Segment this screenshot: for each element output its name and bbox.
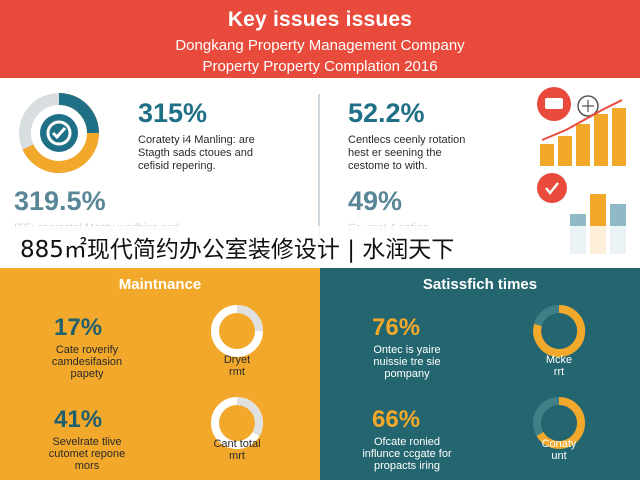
satisfaction-ring-2 (533, 396, 586, 449)
satisfaction-text-1: Ontec is yaire nuissie tre sie pompany (373, 344, 441, 380)
satisfaction-value-2: 66% (372, 406, 421, 433)
maintenance-title: Maintnance (118, 276, 202, 293)
caption-text: 885㎡现代简约办公室装修设计 | 水润天下 (20, 237, 455, 263)
maintenance-ring-2 (211, 397, 263, 449)
stat-3-value: 319.5% (14, 186, 106, 216)
maintenance-value-1: 17% (54, 314, 103, 341)
stat-1-value: 315% (138, 98, 208, 128)
page-subtitle-1: Dongkang Property Management Company (175, 37, 465, 54)
maintenance-value-2: 41% (54, 406, 103, 433)
satisfaction-title: Satissfich times (422, 276, 538, 293)
stat-1-text: Coratety i4 Manling: are Stagth sads cto… (138, 134, 255, 172)
caption-overlay (0, 226, 640, 268)
center-divider (318, 94, 320, 254)
maintenance-ring-label-2: Cant total mrt (213, 438, 261, 462)
maintenance-text-2: Sevelrate tlive cutomet repone mors (48, 436, 126, 472)
satisfaction-ring-label-1: Mcke rrt (545, 354, 573, 378)
maintenance-text-1: Cate roverify camdesifasion papety (51, 344, 123, 380)
page-title: Key issues issues (227, 8, 413, 31)
maintenance-panel: Maintnance 17% Cate roverify camdesifasi… (0, 268, 320, 480)
stat-4-value: 49% (348, 186, 403, 216)
gear-donut-icon (19, 93, 99, 173)
satisfaction-ring-label-2: Conaty unt (541, 438, 577, 462)
stat-2-value: 52.2% (348, 98, 425, 128)
maintenance-ring-1 (211, 305, 263, 357)
maintenance-ring-label-1: Dryet rmt (223, 354, 251, 378)
page-subtitle-2: Property Property Complation 2016 (202, 58, 438, 75)
satisfaction-ring-1 (533, 304, 586, 357)
satisfaction-value-1: 76% (372, 314, 421, 341)
header-banner: Key issues issues Dongkang Property Mana… (0, 0, 640, 78)
stat-2-text: Centlecs ceenly rotation hest er seening… (348, 134, 466, 172)
satisfaction-text-2: Ofcate ronied influnce ccgate for propac… (362, 436, 452, 472)
satisfaction-panel: Satissfich times 76% Ontec is yaire nuis… (320, 268, 640, 480)
